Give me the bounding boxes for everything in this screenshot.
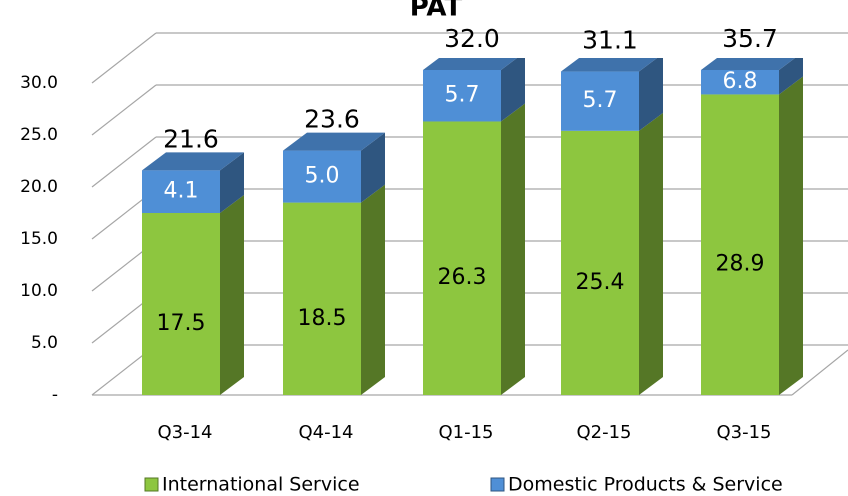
total-label: 23.6 xyxy=(304,105,360,134)
y-tick-label: 20.0 xyxy=(20,177,58,197)
bar-top xyxy=(561,58,658,72)
bar-segment xyxy=(561,71,639,131)
x-tick-label: Q4-14 xyxy=(298,422,353,443)
bar-segment xyxy=(701,94,779,395)
total-label: 32.0 xyxy=(444,24,500,53)
legend-label: International Service xyxy=(162,474,360,496)
x-tick-label: Q1-15 xyxy=(438,422,493,443)
bar-segment xyxy=(423,121,501,395)
bar-top xyxy=(142,152,244,171)
bar-top xyxy=(701,58,795,70)
x-tick-label: Q2-15 xyxy=(576,422,631,443)
y-tick-label: - xyxy=(52,385,58,405)
data-label: 4.1 xyxy=(164,179,199,204)
bar-side xyxy=(361,132,385,203)
bar-side xyxy=(220,152,244,213)
data-label: 17.5 xyxy=(157,311,206,336)
y-tick-label: 10.0 xyxy=(20,281,58,301)
y-tick-label: 25.0 xyxy=(20,125,58,145)
data-label: 18.5 xyxy=(298,306,347,331)
x-tick-label: Q3-14 xyxy=(157,422,212,443)
grid-line xyxy=(91,32,157,84)
bar-segment xyxy=(142,170,220,213)
bar-side xyxy=(639,112,663,395)
bar-top xyxy=(283,132,385,151)
data-label: 5.7 xyxy=(583,88,618,113)
bar-side xyxy=(501,103,525,395)
bar-segment xyxy=(283,150,361,203)
data-label: 26.3 xyxy=(438,265,487,290)
y-tick-label: 5.0 xyxy=(31,333,58,353)
bars xyxy=(142,58,803,395)
data-label: 25.4 xyxy=(576,270,625,295)
total-label: 31.1 xyxy=(582,26,638,55)
grid-line xyxy=(91,136,157,188)
data-label: 28.9 xyxy=(716,252,765,277)
bar-side xyxy=(361,184,385,395)
data-label: 5.7 xyxy=(445,83,480,108)
data-label: 5.0 xyxy=(305,164,340,189)
bar-side xyxy=(501,58,525,122)
legend-swatch xyxy=(490,477,505,492)
data-label: 6.8 xyxy=(723,69,758,94)
chart-title: PAT xyxy=(410,0,463,23)
y-tick-label: 15.0 xyxy=(20,229,58,249)
bar-segment xyxy=(423,70,501,122)
x-tick-label: Q3-15 xyxy=(716,422,771,443)
bar-side xyxy=(779,76,803,395)
floor-edge xyxy=(791,349,848,396)
legend-swatch xyxy=(144,477,159,492)
bar-segment xyxy=(701,70,779,95)
grid-line xyxy=(91,84,157,136)
total-label: 21.6 xyxy=(163,124,219,153)
legend-label: Domestic Products & Service xyxy=(508,474,783,496)
bar-top xyxy=(423,58,517,70)
bar-segment xyxy=(142,213,220,395)
bar-side xyxy=(639,58,663,131)
total-label: 35.7 xyxy=(722,24,778,53)
y-tick-label: 30.0 xyxy=(20,73,58,93)
bar-segment xyxy=(283,202,361,395)
bar-side xyxy=(779,58,803,95)
bar-segment xyxy=(561,130,639,395)
bar-side xyxy=(220,195,244,395)
